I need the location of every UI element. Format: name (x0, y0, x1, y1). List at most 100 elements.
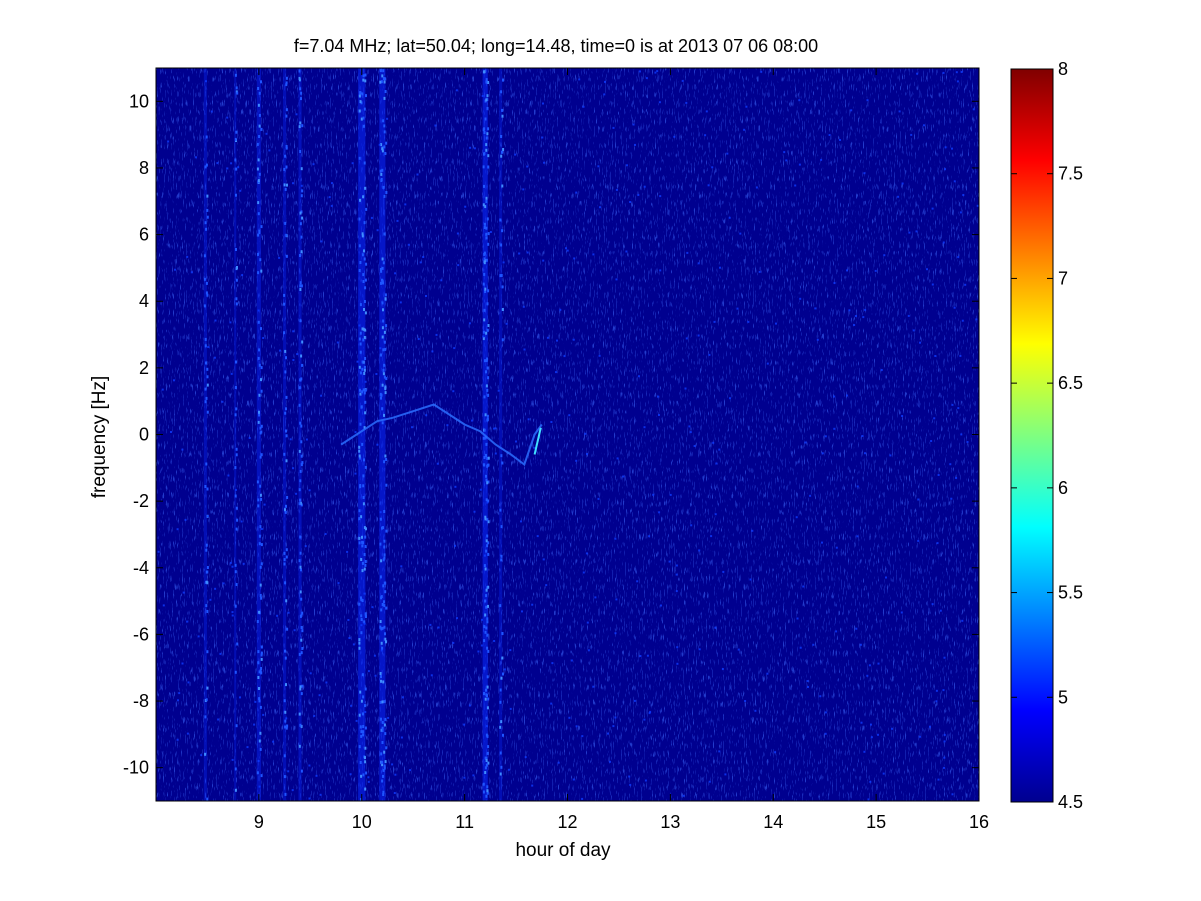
heatmap-speckle (697, 334, 700, 337)
heatmap-speckle (644, 779, 647, 782)
heatmap-speckle (468, 704, 471, 707)
heatmap-speckle (292, 467, 295, 470)
heatmap-speckle (586, 453, 588, 455)
heatmap-speckle (956, 80, 959, 83)
heatmap-speckle (607, 732, 609, 735)
heatmap-speckle (675, 590, 678, 593)
heatmap-speckle (814, 307, 817, 310)
heatmap-speckle (867, 798, 870, 801)
heatmap-speckle (313, 714, 316, 717)
heatmap-speckle (373, 654, 376, 657)
heatmap-speckle (526, 165, 529, 168)
heatmap-speckle (279, 349, 281, 352)
heatmap-speckle (231, 611, 234, 614)
y-tick-label: -10 (123, 758, 149, 778)
heatmap-speckle (712, 441, 715, 444)
heatmap-speckle (226, 167, 229, 170)
heatmap-speckle (494, 427, 497, 430)
heatmap-speckle (955, 71, 958, 74)
heatmap-speckle (942, 71, 945, 74)
heatmap-speckle (870, 736, 873, 739)
heatmap-speckle (833, 395, 836, 398)
heatmap-speckle (526, 251, 529, 254)
heatmap-speckle (480, 644, 483, 647)
heatmap-speckle (795, 516, 798, 519)
heatmap-speckle (724, 773, 727, 776)
heatmap-band (358, 68, 368, 801)
heatmap-speckle (227, 474, 230, 477)
heatmap-speckle (559, 308, 562, 311)
heatmap-speckle (714, 513, 717, 516)
heatmap-speckle (481, 618, 483, 621)
heatmap-speckle (350, 704, 353, 707)
heatmap-speckle (704, 134, 707, 137)
heatmap-speckle (897, 195, 900, 198)
heatmap-speckle (364, 380, 367, 383)
heatmap-speckle (880, 369, 883, 371)
heatmap-speckle (648, 712, 651, 715)
heatmap-speckle (524, 756, 527, 759)
heatmap-speckle (866, 674, 869, 677)
heatmap-speckle (285, 717, 288, 720)
heatmap-speckle (917, 539, 920, 542)
heatmap-speckle (262, 713, 265, 716)
heatmap-speckle (214, 319, 217, 322)
heatmap-speckle (575, 191, 578, 194)
heatmap-speckle (955, 477, 958, 479)
heatmap-speckle (572, 338, 575, 341)
heatmap-speckle (951, 147, 953, 150)
heatmap-speckle (231, 614, 234, 617)
heatmap-speckle (910, 133, 913, 136)
heatmap-band (298, 68, 304, 801)
heatmap-speckle (933, 417, 936, 420)
heatmap-speckle (253, 723, 256, 726)
heatmap-speckle (216, 162, 219, 165)
heatmap-speckle (587, 649, 590, 652)
doppler-trace (340, 403, 543, 467)
heatmap-speckle (919, 341, 921, 344)
heatmap-speckle (242, 562, 245, 565)
colorbar: 8 7.5 7 6.5 6 5.5 5 4.5 (1010, 59, 1083, 812)
heatmap-bands (157, 68, 979, 801)
heatmap-speckle (186, 255, 189, 258)
y-tick-label: -4 (133, 558, 149, 578)
heatmap-speckle (550, 421, 553, 423)
heatmap-speckle (241, 274, 244, 277)
heatmap-speckle (429, 623, 432, 626)
heatmap-speckle (855, 627, 858, 630)
heatmap-speckle (755, 186, 758, 189)
heatmap-speckle (675, 564, 678, 567)
heatmap-speckle (799, 297, 802, 300)
heatmap-speckle (891, 727, 893, 730)
heatmap-speckle (824, 711, 827, 714)
heatmap-speckle (912, 329, 915, 332)
heatmap-speckle (660, 604, 662, 607)
heatmap-speckle (629, 201, 632, 203)
heatmap-speckle (870, 723, 872, 726)
heatmap-speckle (599, 206, 601, 209)
heatmap-speckle (935, 700, 938, 703)
heatmap-speckle (479, 488, 482, 491)
heatmap-speckle (648, 535, 651, 538)
heatmap-speckle (337, 582, 340, 585)
heatmap-speckle (638, 70, 641, 73)
heatmap-speckle (959, 354, 962, 357)
heatmap-speckle (518, 252, 521, 255)
heatmap-speckle (257, 760, 260, 762)
heatmap-speckle (363, 592, 366, 595)
heatmap-speckle (300, 184, 303, 187)
heatmap-speckle (877, 733, 879, 736)
heatmap-speckle (573, 257, 576, 260)
heatmap-speckle (685, 101, 688, 104)
heatmap-speckle (714, 626, 717, 629)
heatmap-speckle (961, 619, 964, 622)
heatmap-speckle (745, 105, 748, 108)
heatmap-speckle (839, 139, 841, 141)
heatmap-speckle (374, 674, 377, 677)
heatmap-speckle (214, 587, 217, 590)
heatmap-speckle (287, 611, 290, 614)
heatmap-speckle (296, 353, 299, 356)
heatmap-speckle (643, 426, 646, 429)
heatmap-speckle (477, 650, 480, 653)
heatmap-speckle (708, 780, 711, 783)
